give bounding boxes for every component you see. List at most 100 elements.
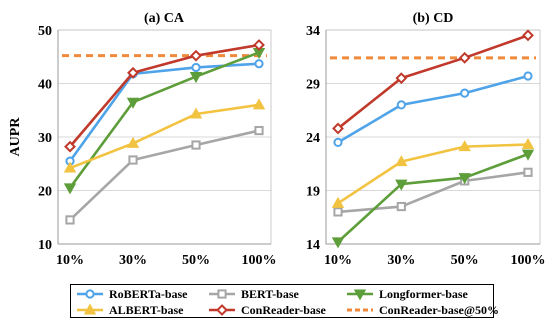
cd-series-conreader-base [332, 29, 534, 135]
cd-y-tick-label: 34 [306, 24, 320, 39]
legend-marker-conreader-base [216, 304, 228, 316]
cd-point-longformer-base [395, 179, 408, 191]
ca-point-albert-base [189, 107, 203, 119]
ca-point-roberta-base [191, 62, 201, 73]
ca-line-albert-base [69, 103, 260, 170]
cd-point-conreader-base [522, 29, 534, 42]
cd-point-roberta-base [333, 137, 343, 147]
legend-item-bert-base: BERT-base [207, 286, 345, 302]
cd-point-albert-base [331, 196, 345, 208]
ca-y-tick-label: 10 [38, 238, 52, 253]
cd-x-tick-label: 100% [511, 253, 546, 268]
ca-point-roberta-base [254, 59, 264, 69]
ca-series-roberta-base [65, 59, 264, 166]
ca-plot-frame [57, 29, 272, 245]
legend-key-conreader-base-50 [347, 308, 373, 312]
cd-point-conreader-base [395, 72, 408, 85]
ca-x-tick-label: 50% [182, 253, 210, 268]
ca-point-bert-base [128, 155, 138, 165]
chart-ca: (a) CA 10 20 30 40 50 10% 30% 50% 100% [38, 11, 277, 268]
legend-marker-bert-base [217, 289, 227, 299]
legend-key-conreader-base [209, 304, 235, 316]
cd-point-bert-base [333, 207, 343, 217]
legend-item-albert-base: ALBERT-base [75, 302, 207, 318]
ca-y-tick-label: 50 [38, 24, 52, 39]
cd-point-roberta-base [523, 71, 533, 81]
legend-item-longformer-base: Longformer-base [345, 286, 495, 302]
legend-key-albert-base [77, 303, 103, 315]
cd-line-longformer-base [337, 152, 529, 243]
legend-marker-albert-base [83, 303, 97, 315]
cd-line-bert-base [337, 171, 529, 214]
cd-line-conreader-base [337, 34, 529, 130]
cd-y-tick-label: 14 [306, 238, 320, 253]
cd-point-longformer-base [331, 237, 345, 249]
cd-y-tick-label: 29 [306, 78, 320, 93]
legend-label: BERT-base [241, 286, 299, 301]
ca-point-albert-base [126, 136, 140, 148]
legend-label: ConReader-base [241, 302, 326, 317]
cd-point-conreader-base [332, 122, 344, 135]
ca-x-tick-label: 10% [56, 253, 84, 268]
cd-plot-frame [325, 29, 541, 245]
legend-item-conreader-base-50: ConReader-base@50% [345, 302, 499, 318]
cd-line-roberta-base [337, 74, 529, 144]
ca-point-bert-base [65, 215, 75, 225]
ca-y-tick-label: 30 [38, 131, 52, 146]
legend-marker-roberta-base [85, 289, 95, 299]
legend-label: ConReader-base@50% [379, 302, 500, 317]
y-axis-label: AUPR [8, 117, 23, 157]
ca-point-albert-base [252, 98, 266, 110]
ca-x-tick-label: 30% [119, 253, 147, 268]
cd-point-albert-base [395, 155, 408, 167]
chart-cd: (b) CD 14 19 24 29 34 10% 30% 50% 100% [306, 11, 546, 268]
cd-y-tick-label: 19 [306, 185, 320, 200]
cd-x-tick-label: 10% [324, 253, 352, 268]
ca-x-tick-label: 100% [242, 253, 277, 268]
ca-series-conreader-base [64, 39, 265, 153]
legend-item-roberta-base: RoBERTa-base [75, 286, 207, 302]
cd-point-longformer-base [458, 173, 471, 185]
cd-point-roberta-base [460, 88, 470, 98]
cd-line-albert-base [337, 143, 529, 205]
ca-point-longformer-base [126, 97, 140, 109]
ca-point-bert-base [254, 125, 264, 136]
ca-line-longformer-base [68, 51, 260, 189]
ca-series-albert-base [63, 98, 266, 173]
cd-series-roberta-base [333, 71, 533, 147]
cd-point-roberta-base [396, 100, 406, 110]
cd-point-albert-base [521, 137, 535, 149]
ca-point-bert-base [191, 140, 201, 150]
cd-point-albert-base [458, 140, 471, 152]
ca-point-conreader-base [127, 66, 139, 79]
ca-point-longformer-base [189, 72, 203, 84]
cd-x-tick-label: 30% [387, 253, 415, 268]
ca-y-tick-label: 20 [38, 185, 52, 200]
legend: RoBERTa-base BERT-base Longformer-base ALBE… [70, 284, 499, 318]
legend-marker-longformer-base [353, 289, 367, 301]
cd-x-tick-label: 50% [451, 253, 479, 268]
cd-series-albert-base [331, 137, 535, 208]
legend-label: Longformer-base [379, 286, 468, 301]
cd-point-conreader-base [458, 51, 471, 64]
ca-series-bert-base [65, 125, 264, 225]
legend-key-roberta-base [77, 289, 103, 299]
legend-label: ALBERT-base [109, 302, 184, 317]
legend-item-conreader-base: ConReader-base [207, 302, 345, 318]
ca-point-conreader-base [253, 39, 265, 51]
cd-point-bert-base [396, 201, 406, 212]
ca-point-longformer-base [63, 183, 77, 195]
ca-point-conreader-base [190, 49, 202, 62]
cd-series-longformer-base [331, 149, 535, 249]
cd-point-bert-base [523, 167, 533, 177]
ca-title: (a) CA [144, 11, 185, 26]
cd-y-tick-label: 24 [306, 131, 320, 146]
ca-point-conreader-base [64, 140, 76, 153]
ca-point-albert-base [63, 161, 77, 173]
ca-y-tick-label: 40 [38, 78, 52, 93]
legend-label: RoBERTa-base [109, 286, 188, 301]
cd-series-bert-base [333, 167, 533, 217]
cd-point-longformer-base [521, 149, 535, 161]
ca-line-conreader-base [69, 43, 260, 148]
